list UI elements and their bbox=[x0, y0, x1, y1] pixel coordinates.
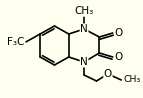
Text: N: N bbox=[80, 57, 88, 67]
Text: CH₃: CH₃ bbox=[75, 6, 94, 16]
Text: O: O bbox=[115, 52, 123, 62]
Text: O: O bbox=[115, 28, 123, 38]
Text: CH₃: CH₃ bbox=[123, 75, 140, 84]
Text: F₃C: F₃C bbox=[7, 37, 25, 47]
Text: N: N bbox=[80, 24, 88, 34]
Text: O: O bbox=[104, 69, 112, 79]
